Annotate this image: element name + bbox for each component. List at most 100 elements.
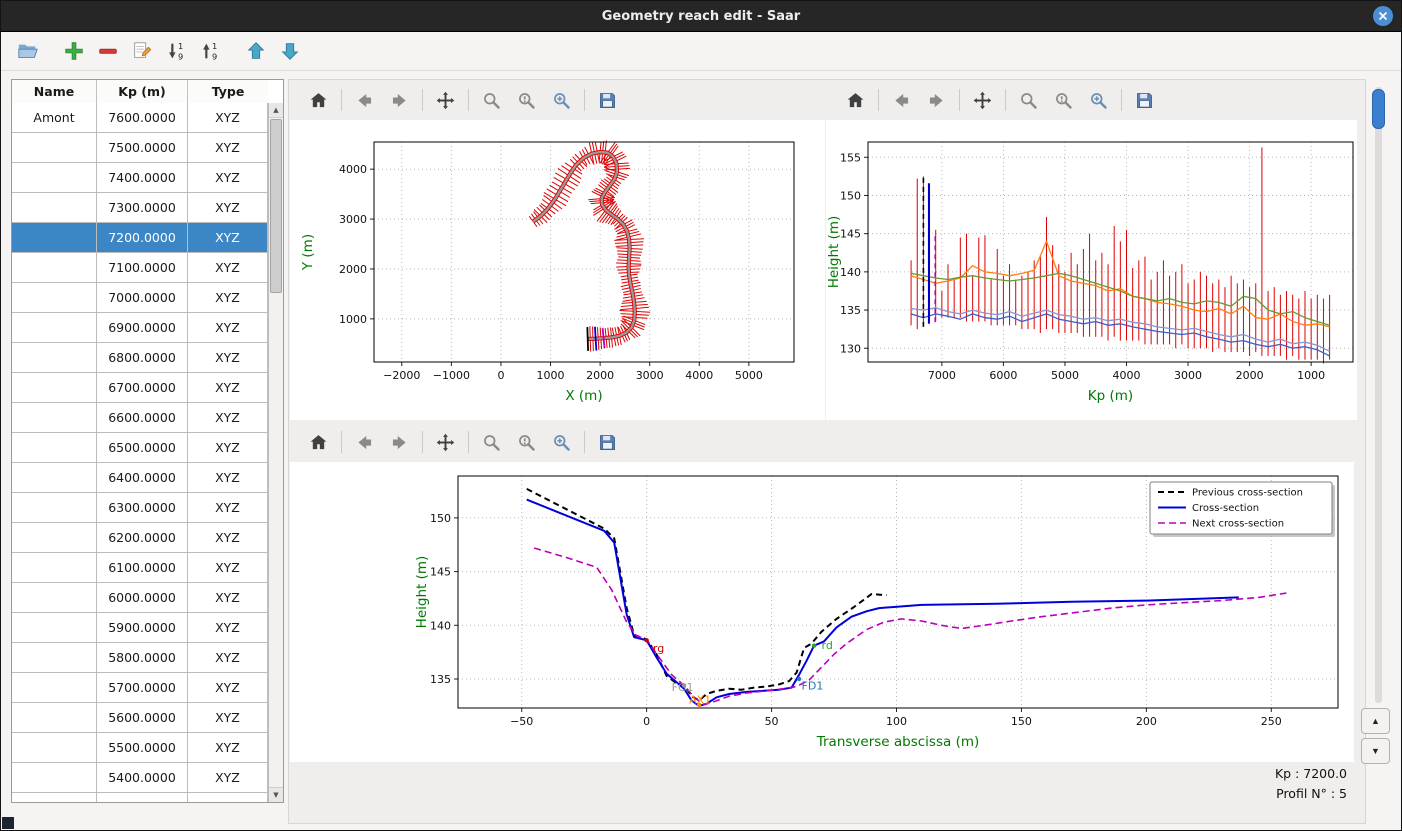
zoom-button[interactable] xyxy=(479,430,504,455)
zoom-plus-button[interactable] xyxy=(1086,88,1111,113)
remove-button[interactable] xyxy=(95,38,121,64)
cell-kp: 6900.0000 xyxy=(97,313,188,342)
cell-name xyxy=(12,523,97,552)
svg-text:150: 150 xyxy=(840,189,861,202)
home-button[interactable] xyxy=(306,88,331,113)
table-row[interactable]: 6500.0000 XYZ xyxy=(12,433,268,463)
column-header-kp[interactable]: Kp (m) xyxy=(97,80,188,103)
table-row[interactable]: 5900.0000 XYZ xyxy=(12,613,268,643)
cell-kp: 6800.0000 xyxy=(97,343,188,372)
table-row[interactable]: 7300.0000 XYZ xyxy=(12,193,268,223)
open-button[interactable] xyxy=(15,38,41,64)
table-scroll-down-button[interactable]: ▼ xyxy=(269,787,283,802)
profile-slider-thumb[interactable] xyxy=(1372,89,1385,129)
back-button[interactable] xyxy=(889,88,914,113)
table-row[interactable]: 6600.0000 XYZ xyxy=(12,403,268,433)
table-scrollbar[interactable]: ▲ ▼ xyxy=(268,103,283,802)
table-row[interactable]: 6800.0000 XYZ xyxy=(12,343,268,373)
table-row[interactable]: 7200.0000 XYZ xyxy=(12,223,268,253)
plan-chart[interactable]: −2000 −1000 0 1000 2000 3000 4000 5000 1000 2000 3… xyxy=(290,120,825,420)
table-row[interactable]: 6700.0000 XYZ xyxy=(12,373,268,403)
cell-name xyxy=(12,733,97,762)
pan-button[interactable] xyxy=(970,88,995,113)
toolbar-separator xyxy=(959,89,960,111)
table-row[interactable]: 7400.0000 XYZ xyxy=(12,163,268,193)
close-button[interactable] xyxy=(1373,6,1393,26)
table-row[interactable]: 7500.0000 XYZ xyxy=(12,133,268,163)
save-button[interactable] xyxy=(595,430,620,455)
forward-button[interactable] xyxy=(924,88,949,113)
titlebar[interactable]: Geometry reach edit - Saar xyxy=(1,1,1401,32)
zoom-button[interactable] xyxy=(479,88,504,113)
svg-text:4000: 4000 xyxy=(685,369,713,382)
save-button[interactable] xyxy=(1132,88,1157,113)
toolbar-separator xyxy=(227,51,239,52)
svg-text:1: 1 xyxy=(212,41,217,51)
table-scroll-up-button[interactable]: ▲ xyxy=(269,103,283,118)
home-button[interactable] xyxy=(843,88,868,113)
table-row[interactable]: 7100.0000 XYZ xyxy=(12,253,268,283)
zoom-plus-button[interactable] xyxy=(549,430,574,455)
zoom-plus-button[interactable] xyxy=(549,88,574,113)
table-row[interactable]: Amont 7600.0000 XYZ xyxy=(12,103,268,133)
profile-up-button[interactable]: ▲ xyxy=(1361,708,1390,734)
table-row[interactable]: 5700.0000 XYZ xyxy=(12,673,268,703)
cell-kp: 7400.0000 xyxy=(97,163,188,192)
zoom-info-button[interactable] xyxy=(514,88,539,113)
toolbar-separator xyxy=(584,431,585,453)
svg-text:2000: 2000 xyxy=(1236,369,1264,382)
forward-button[interactable] xyxy=(387,88,412,113)
save-button[interactable] xyxy=(595,88,620,113)
pan-button[interactable] xyxy=(433,88,458,113)
table-row[interactable]: 7000.0000 XYZ xyxy=(12,283,268,313)
forward-button[interactable] xyxy=(387,430,412,455)
table-row[interactable]: 6400.0000 XYZ xyxy=(12,463,268,493)
add-button[interactable] xyxy=(61,38,87,64)
zoom-info-button[interactable] xyxy=(1051,88,1076,113)
pan-button[interactable] xyxy=(433,430,458,455)
zoom-button[interactable] xyxy=(1016,88,1041,113)
table-row[interactable]: 5800.0000 XYZ xyxy=(12,643,268,673)
svg-text:4000: 4000 xyxy=(339,163,367,176)
svg-text:2000: 2000 xyxy=(339,263,367,276)
profile-slider-track[interactable] xyxy=(1375,87,1382,703)
table-row[interactable]: 6200.0000 XYZ xyxy=(12,523,268,553)
longitudinal-toolbar xyxy=(838,84,1162,116)
move-up-button[interactable] xyxy=(243,38,269,64)
svg-text:7000: 7000 xyxy=(928,369,956,382)
table-body: Amont 7600.0000 XYZ 7500.0000 XYZ 7400.0000 XY… xyxy=(12,103,268,802)
svg-text:1000: 1000 xyxy=(1297,369,1325,382)
toolbar-separator xyxy=(422,431,423,453)
edit-button[interactable] xyxy=(129,38,155,64)
svg-text:9: 9 xyxy=(212,51,217,61)
cell-name xyxy=(12,343,97,372)
column-header-type[interactable]: Type xyxy=(211,84,245,99)
table-scroll-thumb[interactable] xyxy=(270,119,282,293)
cell-kp: 5800.0000 xyxy=(97,643,188,672)
cell-type: XYZ xyxy=(188,103,268,132)
cell-name xyxy=(12,643,97,672)
toolbar-separator xyxy=(1005,89,1006,111)
home-button[interactable] xyxy=(306,430,331,455)
table-row[interactable]: 5600.0000 XYZ xyxy=(12,703,268,733)
zoom-info-button[interactable] xyxy=(514,430,539,455)
table-row[interactable]: 5500.0000 XYZ xyxy=(12,733,268,763)
move-down-button[interactable] xyxy=(277,38,303,64)
svg-text:AX1: AX1 xyxy=(689,694,711,707)
profile-down-button[interactable]: ▼ xyxy=(1361,738,1390,764)
back-button[interactable] xyxy=(352,88,377,113)
table-row[interactable]: 6000.0000 XYZ xyxy=(12,583,268,613)
svg-text:135: 135 xyxy=(840,304,861,317)
table-row[interactable]: 5400.0000 XYZ xyxy=(12,763,268,793)
table-row[interactable]: 6100.0000 XYZ xyxy=(12,553,268,583)
back-button[interactable] xyxy=(352,430,377,455)
table-row[interactable]: 6300.0000 XYZ xyxy=(12,493,268,523)
svg-text:1000: 1000 xyxy=(339,313,367,326)
table-row[interactable]: 6900.0000 XYZ xyxy=(12,313,268,343)
column-header-name[interactable]: Name xyxy=(12,80,97,103)
long-chart[interactable]: 7000 6000 5000 4000 3000 2000 1000 130 135 140 145… xyxy=(826,120,1357,420)
